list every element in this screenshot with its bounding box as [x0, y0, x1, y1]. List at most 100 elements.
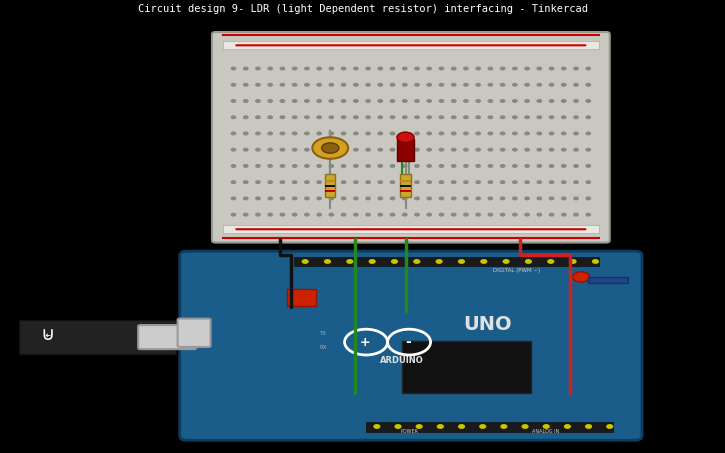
Circle shape: [268, 197, 273, 200]
Circle shape: [452, 100, 456, 102]
Circle shape: [244, 132, 248, 135]
Circle shape: [390, 164, 394, 167]
Circle shape: [607, 425, 613, 428]
Circle shape: [562, 181, 566, 183]
Circle shape: [571, 260, 576, 263]
Bar: [400, 190, 410, 192]
Circle shape: [488, 213, 492, 216]
Circle shape: [281, 164, 285, 167]
Circle shape: [329, 116, 334, 119]
Circle shape: [464, 181, 468, 183]
Circle shape: [586, 83, 590, 86]
Circle shape: [500, 100, 505, 102]
Circle shape: [464, 132, 468, 135]
Bar: [294, 257, 599, 266]
Circle shape: [390, 100, 394, 102]
Circle shape: [341, 197, 346, 200]
Circle shape: [329, 164, 334, 167]
Circle shape: [543, 425, 549, 428]
Circle shape: [415, 149, 419, 151]
Circle shape: [464, 213, 468, 216]
Circle shape: [302, 260, 308, 263]
Circle shape: [500, 181, 505, 183]
Circle shape: [480, 425, 486, 428]
Circle shape: [562, 83, 566, 86]
Circle shape: [317, 197, 321, 200]
Circle shape: [366, 116, 370, 119]
Circle shape: [281, 83, 285, 86]
Circle shape: [304, 116, 309, 119]
Bar: [19, 320, 176, 354]
Circle shape: [459, 260, 464, 263]
Circle shape: [366, 164, 370, 167]
Circle shape: [501, 425, 507, 428]
Circle shape: [452, 132, 456, 135]
Text: -: -: [405, 335, 410, 349]
Circle shape: [268, 116, 273, 119]
Circle shape: [550, 164, 554, 167]
Circle shape: [341, 100, 346, 102]
Circle shape: [392, 260, 397, 263]
Circle shape: [525, 83, 529, 86]
Circle shape: [231, 132, 236, 135]
Circle shape: [476, 116, 480, 119]
Circle shape: [562, 197, 566, 200]
Circle shape: [304, 213, 309, 216]
Circle shape: [550, 67, 554, 70]
Circle shape: [366, 132, 370, 135]
Circle shape: [354, 100, 358, 102]
Circle shape: [537, 213, 542, 216]
Circle shape: [366, 213, 370, 216]
Circle shape: [281, 197, 285, 200]
Circle shape: [537, 149, 542, 151]
Circle shape: [281, 213, 285, 216]
Circle shape: [562, 132, 566, 135]
Circle shape: [439, 116, 444, 119]
Bar: [326, 190, 335, 192]
Circle shape: [562, 149, 566, 151]
Circle shape: [537, 181, 542, 183]
Circle shape: [537, 67, 542, 70]
Circle shape: [415, 116, 419, 119]
Circle shape: [574, 164, 578, 167]
Circle shape: [292, 116, 297, 119]
Circle shape: [439, 181, 444, 183]
Circle shape: [586, 213, 590, 216]
Circle shape: [452, 149, 456, 151]
Circle shape: [574, 67, 578, 70]
Circle shape: [390, 67, 394, 70]
Circle shape: [500, 164, 505, 167]
Circle shape: [292, 100, 297, 102]
Circle shape: [464, 100, 468, 102]
Circle shape: [325, 260, 331, 263]
Circle shape: [304, 67, 309, 70]
Circle shape: [439, 164, 444, 167]
Circle shape: [574, 213, 578, 216]
Circle shape: [586, 197, 590, 200]
Circle shape: [476, 197, 480, 200]
Circle shape: [244, 197, 248, 200]
Circle shape: [390, 116, 394, 119]
Circle shape: [378, 213, 383, 216]
Bar: [400, 174, 410, 198]
Circle shape: [256, 100, 260, 102]
Circle shape: [464, 83, 468, 86]
Bar: [400, 185, 410, 187]
Circle shape: [427, 83, 431, 86]
Circle shape: [500, 116, 505, 119]
Circle shape: [525, 116, 529, 119]
Circle shape: [488, 149, 492, 151]
Circle shape: [500, 67, 505, 70]
Circle shape: [341, 83, 346, 86]
Circle shape: [281, 132, 285, 135]
Circle shape: [292, 67, 297, 70]
Circle shape: [366, 67, 370, 70]
Bar: [326, 180, 335, 182]
Circle shape: [476, 67, 480, 70]
Circle shape: [452, 181, 456, 183]
Circle shape: [292, 164, 297, 167]
FancyBboxPatch shape: [138, 325, 196, 349]
Circle shape: [317, 181, 321, 183]
Circle shape: [281, 181, 285, 183]
Circle shape: [439, 132, 444, 135]
